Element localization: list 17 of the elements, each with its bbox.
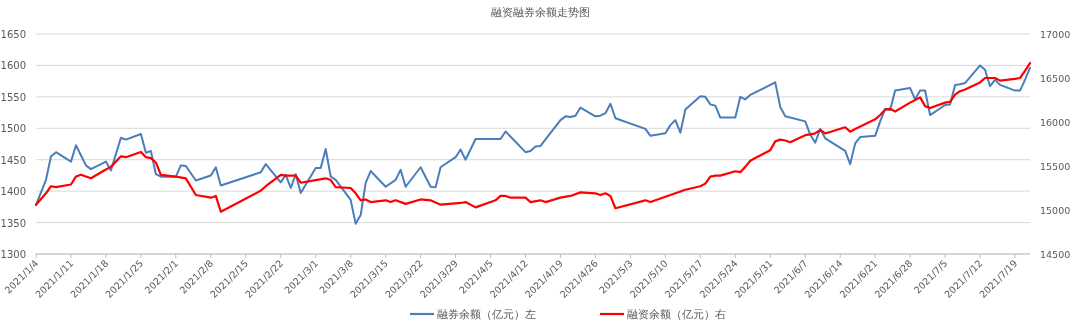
- y-tick-label: 1500: [0, 123, 26, 135]
- y-tick-label: 1450: [0, 154, 26, 166]
- y2-tick-label: 15000: [1040, 205, 1071, 216]
- y-tick-label: 1300: [0, 249, 26, 260]
- legend-label: 融资余额（亿元）右: [627, 308, 726, 320]
- y2-tick-label: 17000: [1040, 29, 1071, 40]
- y-tick-label: 1600: [0, 60, 26, 72]
- chart-title: 融资融券余额走势图: [490, 6, 590, 19]
- y2-tick-label: 16000: [1040, 117, 1071, 128]
- y2-tick-label: 15500: [1040, 161, 1071, 172]
- legend-label: 融券余额（亿元）左: [437, 308, 536, 320]
- y2-tick-label: 14500: [1040, 249, 1071, 260]
- y-tick-label: 1650: [0, 29, 26, 40]
- y-tick-label: 1550: [0, 91, 26, 103]
- y2-tick-label: 16500: [1040, 73, 1071, 84]
- y-tick-label: 1400: [0, 186, 26, 198]
- y-tick-label: 1350: [0, 217, 26, 229]
